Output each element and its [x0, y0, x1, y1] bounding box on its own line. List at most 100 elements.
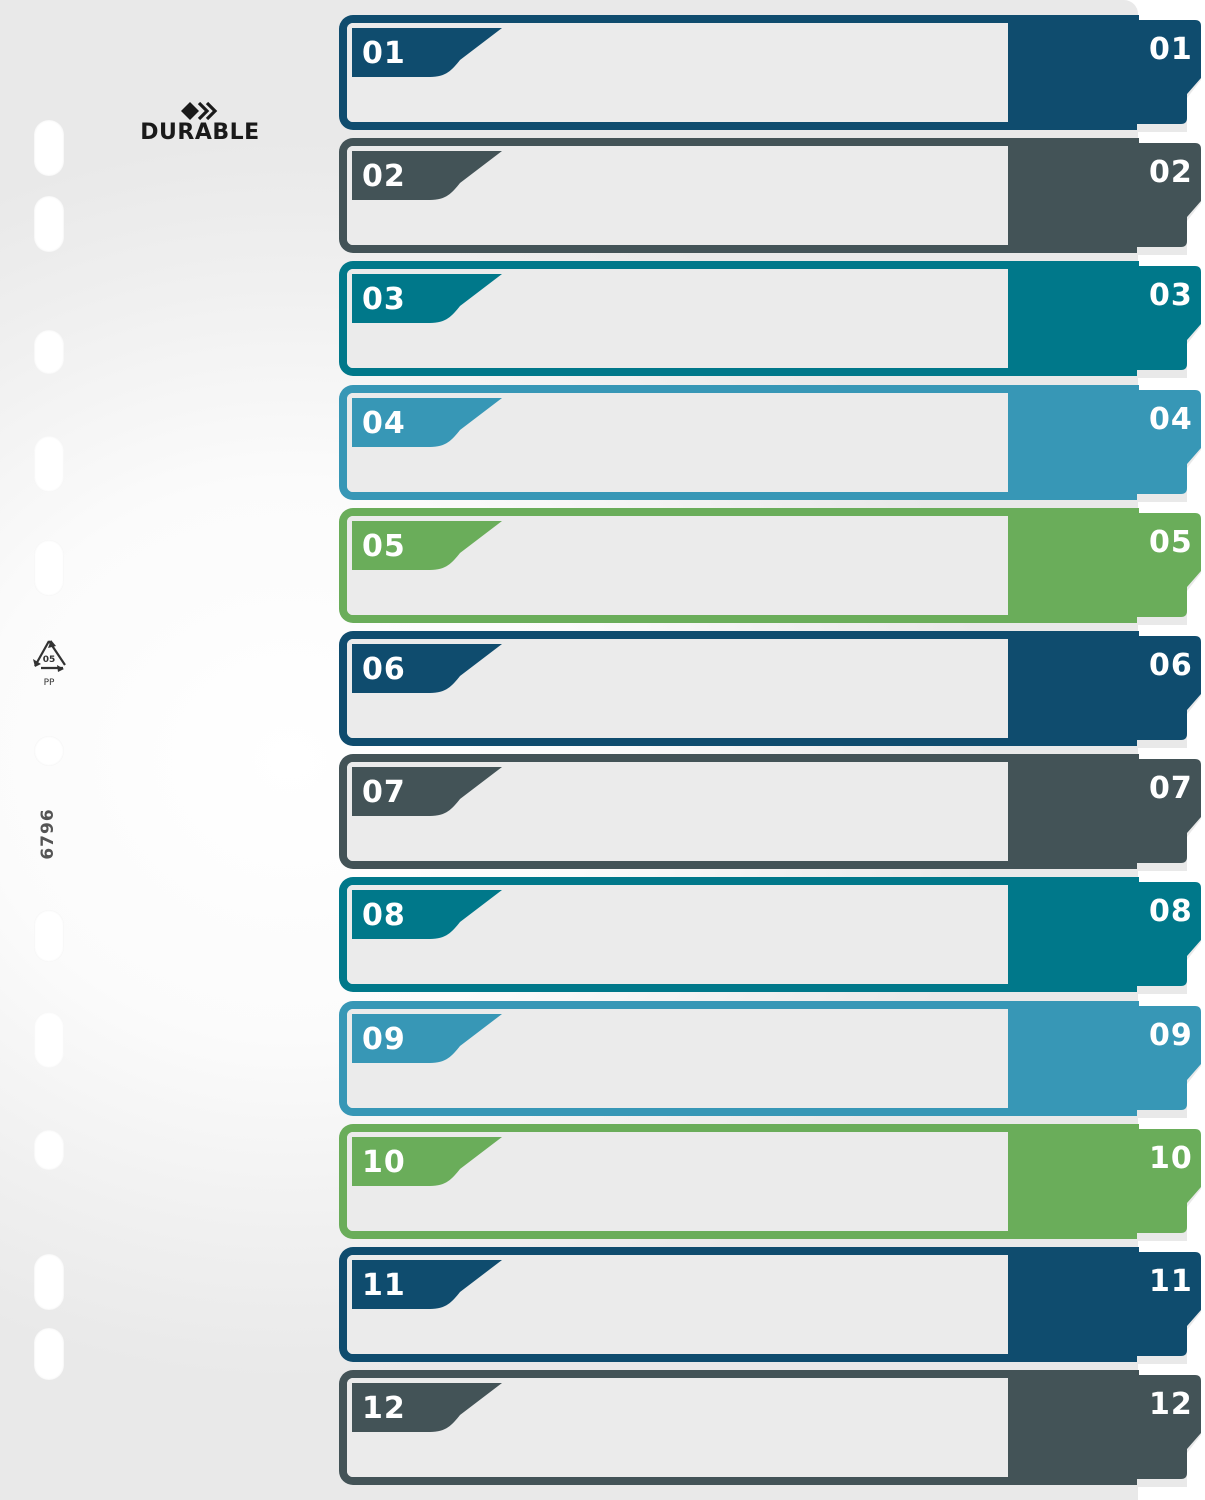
recycling-material: PP [43, 678, 55, 688]
number-label: 05 [352, 521, 504, 571]
tab-number: 01 [1149, 32, 1193, 67]
divider-number: 04 [362, 406, 406, 441]
punch-hole [34, 736, 64, 766]
tab-shape [1137, 1129, 1201, 1241]
tab-number: 07 [1149, 771, 1193, 806]
label-shape [352, 644, 502, 693]
color-block [1008, 508, 1139, 623]
tab-number: 06 [1149, 648, 1193, 683]
color-block [1008, 261, 1139, 376]
tab-shape [1137, 1375, 1201, 1487]
tab-number: 11 [1149, 1264, 1193, 1299]
divider-number: 03 [362, 282, 406, 317]
divider-row: 11 [339, 1247, 1139, 1362]
index-tab[interactable]: 08 [1137, 882, 1205, 994]
tab-shape [1137, 759, 1201, 871]
color-block [1008, 877, 1139, 992]
tab-number: 04 [1149, 402, 1193, 437]
divider-number: 08 [362, 898, 406, 933]
recycle-icon [33, 640, 66, 672]
tab-number: 05 [1149, 525, 1193, 560]
divider-row: 02 [339, 138, 1139, 253]
number-label: 11 [352, 1260, 504, 1310]
color-block [1008, 15, 1139, 130]
label-shape [352, 1137, 502, 1186]
index-tab[interactable]: 10 [1137, 1129, 1205, 1241]
punch-hole [34, 1130, 64, 1170]
index-tab[interactable]: 09 [1137, 1006, 1205, 1118]
color-block [1008, 1247, 1139, 1362]
punch-hole [34, 540, 64, 596]
color-block [1008, 754, 1139, 869]
product-code: 6796 [38, 808, 58, 860]
index-tab[interactable]: 07 [1137, 759, 1205, 871]
tab-shape [1137, 513, 1201, 625]
tab-shape [1137, 20, 1201, 132]
divider-row: 08 [339, 877, 1139, 992]
divider-row: 12 [339, 1370, 1139, 1485]
tab-shape [1137, 882, 1201, 994]
number-label: 02 [352, 151, 504, 201]
tab-number: 03 [1149, 278, 1193, 313]
number-label: 08 [352, 890, 504, 940]
index-tab[interactable]: 12 [1137, 1375, 1205, 1487]
divider-number: 06 [362, 652, 406, 687]
tab-number: 12 [1149, 1387, 1193, 1422]
label-shape [352, 28, 502, 77]
divider-number: 01 [362, 36, 406, 71]
punch-hole [34, 1254, 64, 1310]
punch-hole [34, 1328, 64, 1380]
divider-row: 04 [339, 385, 1139, 500]
punch-hole [34, 196, 64, 252]
divider-row: 05 [339, 508, 1139, 623]
color-block [1008, 385, 1139, 500]
divider-row: 09 [339, 1001, 1139, 1116]
divider-row: 10 [339, 1124, 1139, 1239]
punch-hole [34, 120, 64, 176]
number-label: 12 [352, 1383, 504, 1433]
number-label: 06 [352, 644, 504, 694]
number-label: 01 [352, 28, 504, 78]
recycling-number: 05 [42, 655, 56, 665]
index-tab[interactable]: 11 [1137, 1252, 1205, 1364]
index-tab[interactable]: 01 [1137, 20, 1205, 132]
color-block [1008, 631, 1139, 746]
color-block [1008, 1124, 1139, 1239]
tab-number: 02 [1149, 155, 1193, 190]
divider-row: 03 [339, 261, 1139, 376]
tab-number: 08 [1149, 894, 1193, 929]
index-tab[interactable]: 03 [1137, 266, 1205, 378]
label-shape [352, 890, 502, 939]
brand-logo: DURABLE [124, 100, 276, 150]
number-label: 04 [352, 398, 504, 448]
tab-shape [1137, 266, 1201, 378]
index-tab[interactable]: 02 [1137, 143, 1205, 255]
index-tab[interactable]: 05 [1137, 513, 1205, 625]
tab-shape [1137, 1006, 1201, 1118]
punch-hole [34, 330, 64, 374]
divider-number: 05 [362, 529, 406, 564]
color-block [1008, 1370, 1139, 1485]
divider-row: 01 [339, 15, 1139, 130]
divider-number: 10 [362, 1145, 406, 1180]
tab-number: 09 [1149, 1018, 1193, 1053]
brand-logo-mark-icon [181, 101, 218, 121]
label-shape [352, 767, 502, 816]
punch-hole [34, 1012, 64, 1068]
divider-row: 07 [339, 754, 1139, 869]
label-shape [352, 1014, 502, 1063]
punch-hole [34, 436, 64, 492]
tab-shape [1137, 636, 1201, 748]
tab-shape [1137, 390, 1201, 502]
label-shape [352, 1260, 502, 1309]
label-shape [352, 274, 502, 323]
number-label: 07 [352, 767, 504, 817]
index-tab[interactable]: 04 [1137, 390, 1205, 502]
label-shape [352, 151, 502, 200]
label-shape [352, 398, 502, 447]
index-tab[interactable]: 06 [1137, 636, 1205, 748]
label-shape [352, 521, 502, 570]
number-label: 10 [352, 1137, 504, 1187]
tab-shape [1137, 143, 1201, 255]
